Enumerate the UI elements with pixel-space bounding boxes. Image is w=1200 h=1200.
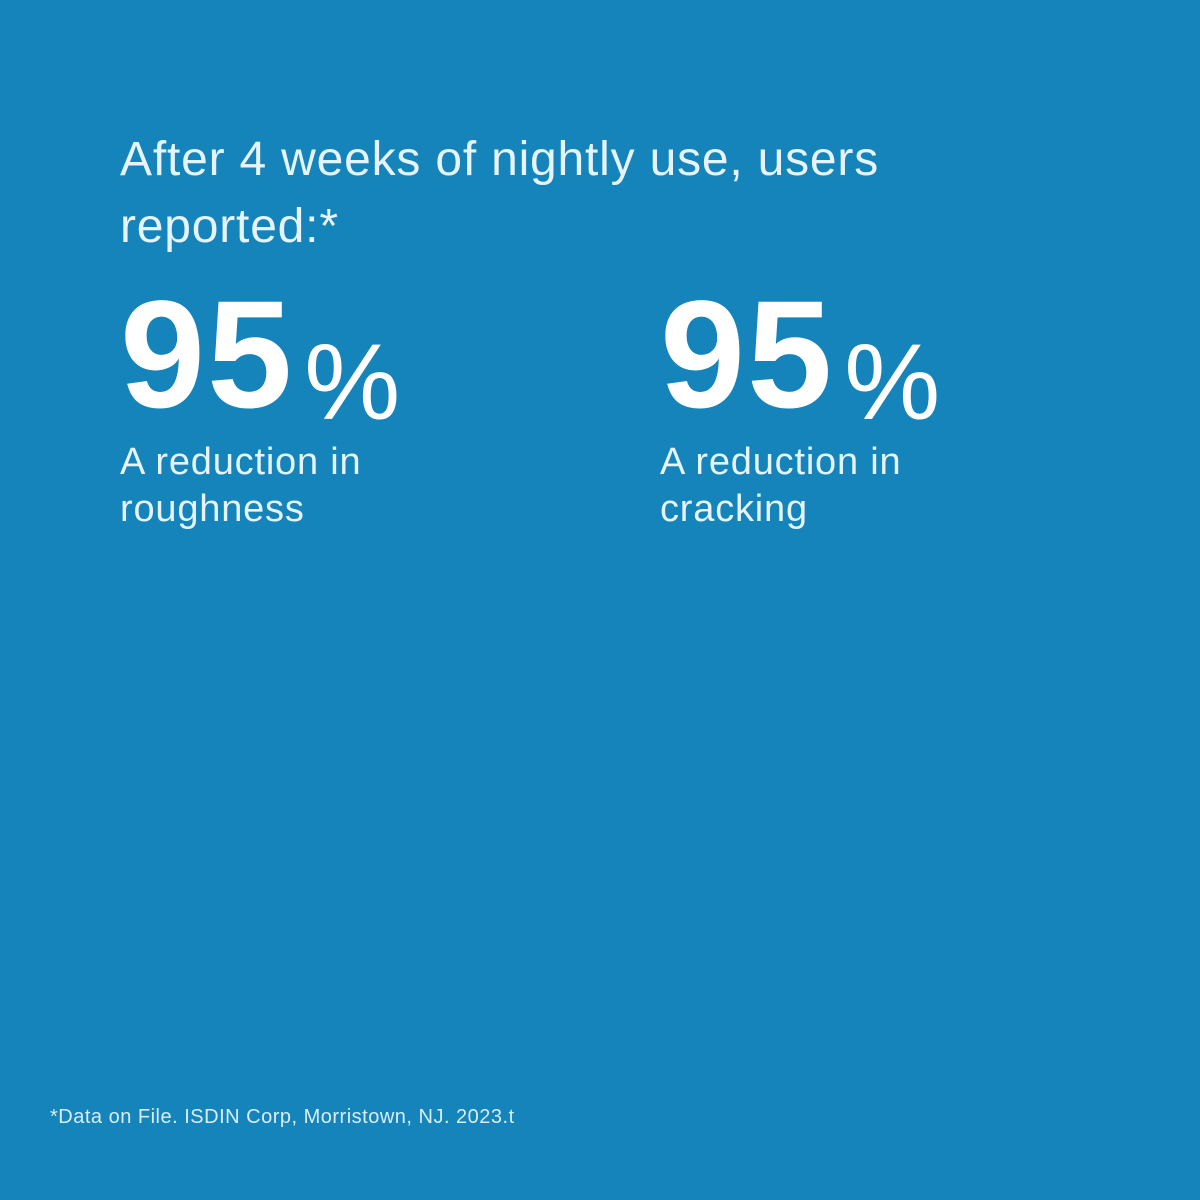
stat-cracking: 95 % A reduction in cracking [660, 278, 1080, 533]
stat-label: A reduction in cracking [660, 441, 902, 530]
stat-value: 95 [660, 269, 835, 440]
heading: After 4 weeks of nightly use, users repo… [120, 133, 880, 253]
stat-value-row: 95 % [660, 269, 1080, 440]
stat-value-row: 95 % [120, 269, 540, 440]
stat-value: 95 [120, 269, 295, 440]
footnote: *Data on File. ISDIN Corp, Morristown, N… [50, 1106, 515, 1128]
stats-row: 95 % A reduction in roughness 95 % A red… [120, 278, 1080, 533]
percent-sign: % [844, 321, 941, 442]
stat-label: A reduction in roughness [120, 441, 362, 530]
stat-roughness: 95 % A reduction in roughness [120, 278, 540, 533]
percent-sign: % [304, 321, 401, 442]
